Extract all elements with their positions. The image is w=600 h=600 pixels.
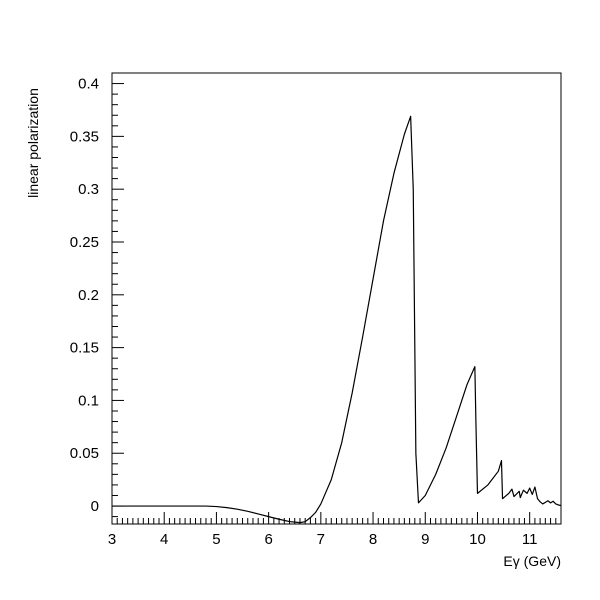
series-line [112, 115, 562, 524]
x-axis-tick-labels: 3 4 5 6 7 8 9 10 11 [108, 531, 538, 548]
x-tick-label: 8 [369, 531, 377, 548]
y-axis-ticks [112, 72, 124, 518]
y-tick-label: 0 [91, 498, 99, 515]
y-tick-label: 0.15 [70, 340, 99, 357]
y-tick-label: 0.2 [78, 287, 99, 304]
x-tick-label: 4 [160, 531, 168, 548]
x-tick-label: 5 [212, 531, 220, 548]
x-tick-label: 11 [522, 531, 538, 548]
x-tick-label: 10 [469, 531, 486, 548]
x-tick-label: 7 [317, 531, 325, 548]
y-tick-label: 0.25 [70, 234, 99, 251]
series-layer [112, 115, 562, 524]
y-tick-label: 0.05 [70, 445, 99, 462]
y-axis-label: linear polarization [25, 88, 41, 198]
x-axis-ticks [111, 512, 562, 524]
y-axis-tick-labels: 0 0.05 0.1 0.15 0.2 0.25 0.3 0.35 0.4 [70, 76, 99, 515]
x-axis-label: Eγ (GeV) [503, 553, 561, 569]
y-tick-label: 0.35 [70, 128, 99, 145]
y-tick-label: 0.4 [78, 76, 99, 93]
x-tick-label: 9 [421, 531, 429, 548]
y-tick-label: 0.3 [78, 181, 99, 198]
plot-frame [111, 72, 562, 525]
x-tick-label: 3 [108, 531, 116, 548]
y-tick-label: 0.1 [78, 392, 99, 409]
x-tick-label: 6 [264, 531, 272, 548]
